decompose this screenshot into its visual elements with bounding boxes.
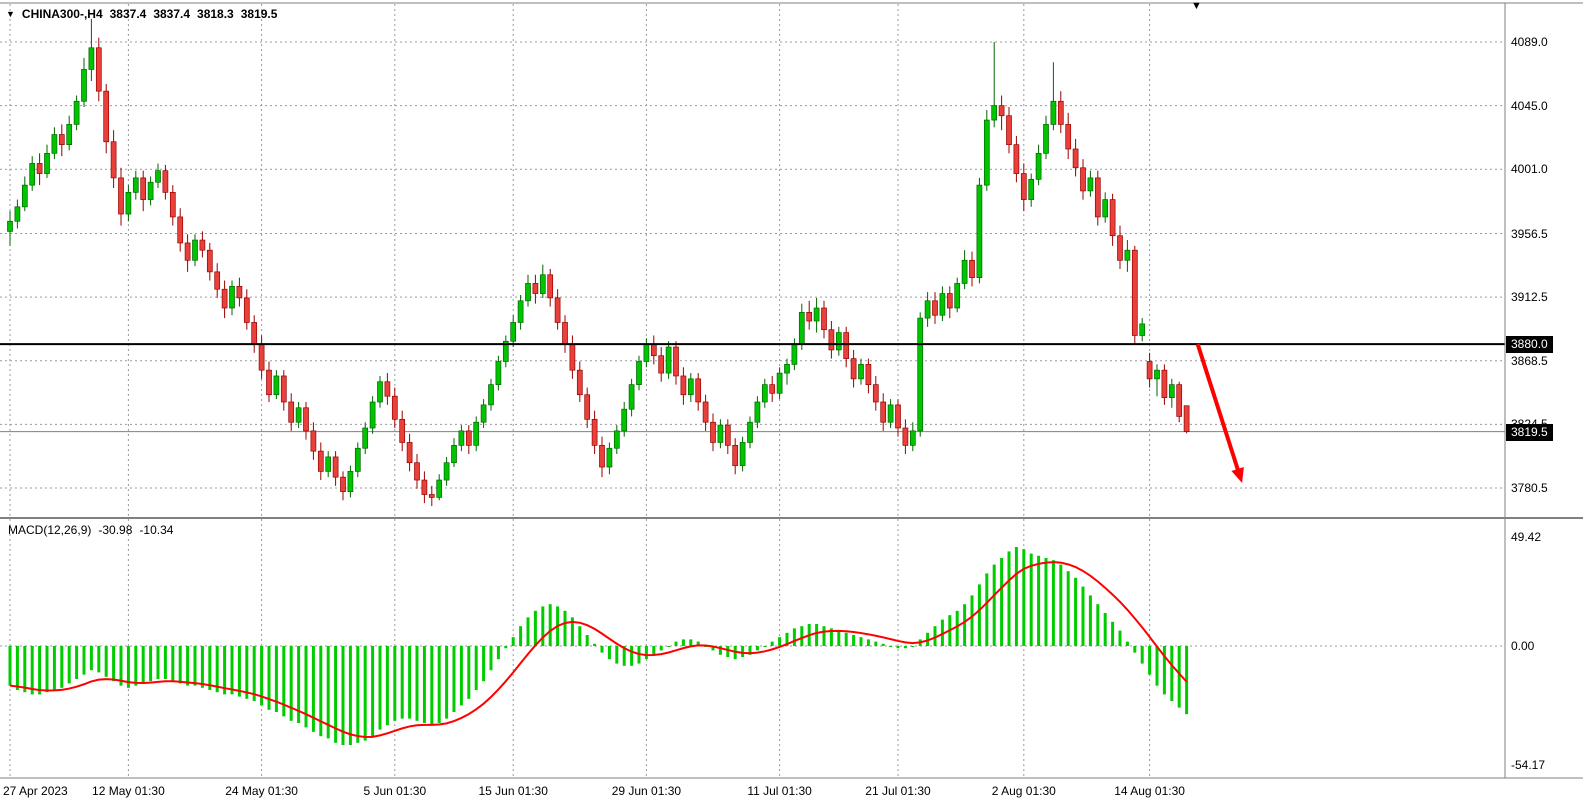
price-axis-label: 3780.5: [1511, 481, 1548, 495]
symbol-dropdown-icon[interactable]: ▼: [6, 9, 15, 19]
chart-shift-icon[interactable]: ▼: [1191, 0, 1202, 12]
macd-indicator-label: MACD(12,26,9) -30.98 -10.34: [8, 523, 173, 537]
symbol-period-label: CHINA300-,H4: [21, 7, 103, 21]
macd-axis-label: -54.17: [1511, 758, 1546, 773]
price-axis-label: 3956.5: [1511, 226, 1548, 241]
price-axis-label: 4001.0: [1511, 162, 1548, 177]
bearish-arrow-annotation: [1195, 343, 1242, 476]
macd-name: MACD(12,26,9): [8, 523, 92, 537]
quote-close: 3819.5: [240, 7, 278, 21]
time-axis-label: 14 Aug 01:30: [1114, 784, 1185, 798]
last-price-badge: 3819.5: [1506, 423, 1553, 441]
macd-value: -30.98: [98, 523, 133, 537]
macd-axis-label: 0.00: [1511, 639, 1535, 653]
time-axis-label: 2 Aug 01:30: [991, 784, 1056, 798]
resistance-price-badge: 3880.0: [1506, 336, 1553, 354]
time-axis-label: 29 Jun 01:30: [611, 784, 682, 798]
price-axis-label: 4045.0: [1511, 98, 1548, 113]
macd-signal-value: -10.34: [139, 523, 174, 537]
time-axis-label: 27 Apr 2023: [3, 784, 68, 798]
price-axis-label: 4089.0: [1511, 35, 1548, 49]
quote-low: 3818.3: [197, 7, 234, 21]
price-axis-label: 3868.5: [1511, 353, 1548, 368]
time-axis-label: 11 Jul 01:30: [747, 784, 812, 798]
quote-high: 3837.4: [153, 7, 191, 21]
time-axis-label: 24 May 01:30: [225, 784, 298, 798]
time-axis-label: 5 Jun 01:30: [363, 784, 427, 798]
time-axis-label: 12 May 01:30: [92, 784, 165, 798]
time-axis-label: 21 Jul 01:30: [865, 784, 931, 798]
macd-axis-label: 49.42: [1511, 530, 1542, 545]
price-axis-label: 3912.5: [1511, 290, 1548, 305]
quote-line: ▼ CHINA300-,H4 3837.4 3837.4 3818.3 3819…: [6, 7, 277, 21]
time-axis-label: 15 Jun 01:30: [478, 784, 548, 798]
quote-open: 3837.4: [109, 7, 147, 21]
